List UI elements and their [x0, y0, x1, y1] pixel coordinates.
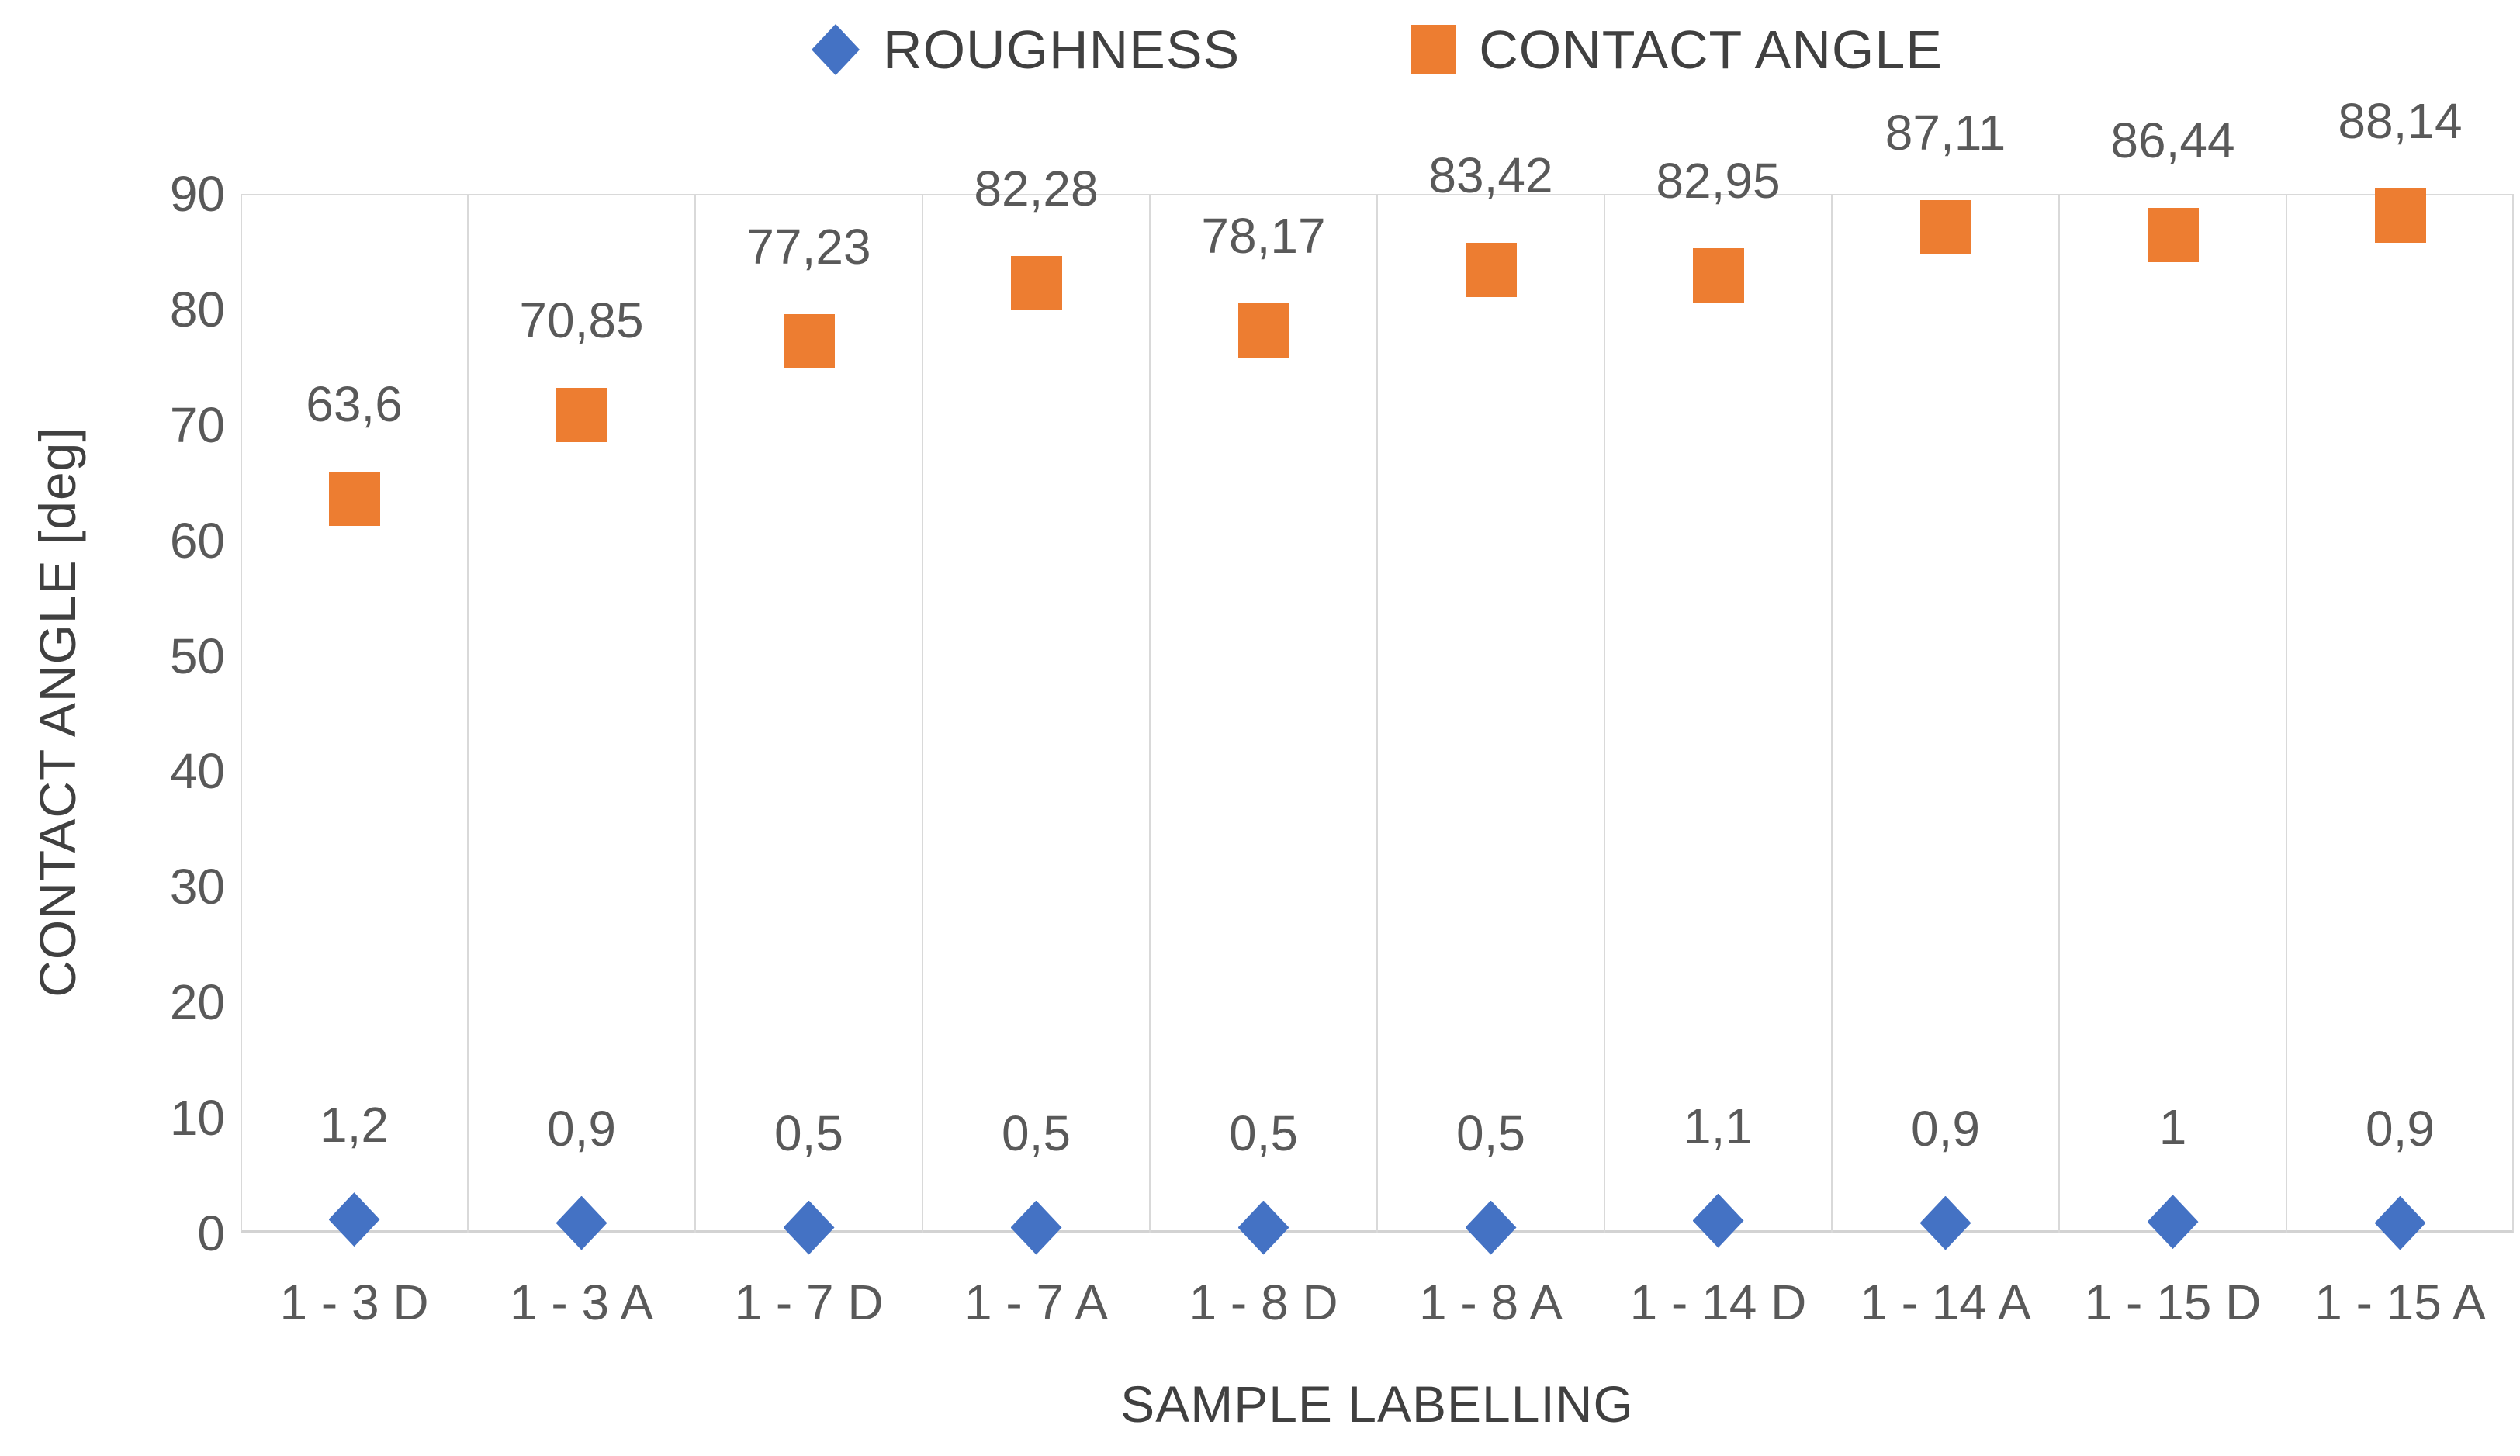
- v-gridline: [1831, 194, 1833, 1233]
- contact-angle-data-label: 78,17: [1201, 208, 1326, 265]
- y-tick-label: 40: [169, 743, 225, 800]
- contact-angle-marker: [1692, 247, 1744, 303]
- x-tick-label: 1 - 7 D: [734, 1274, 884, 1330]
- v-gridline: [2286, 194, 2287, 1233]
- v-gridline: [922, 194, 923, 1233]
- x-tick-label: 1 - 15 D: [2084, 1274, 2262, 1330]
- x-tick-label: 1 - 14 D: [1629, 1274, 1807, 1330]
- legend-label-contact-angle: CONTACT ANGLE: [1479, 19, 1943, 80]
- contact-angle-data-label: 86,44: [2110, 112, 2235, 168]
- x-tick-label: 1 - 14 A: [1860, 1274, 2031, 1330]
- v-gridline: [2058, 194, 2060, 1233]
- legend-label-roughness: ROUGHNESS: [883, 19, 1241, 80]
- contact-angle-marker: [1465, 242, 1517, 297]
- x-tick-label: 1 - 7 A: [964, 1274, 1108, 1330]
- contact-angle-data-label: 82,28: [974, 160, 1099, 216]
- contact-angle-data-label: 70,85: [519, 292, 644, 349]
- contact-angle-data-label: 82,95: [1656, 152, 1781, 209]
- legend-item-roughness: ROUGHNESS: [812, 19, 1240, 81]
- contact-angle-data-label: 63,6: [306, 376, 403, 433]
- contact-angle-marker: [556, 388, 608, 443]
- contact-angle-data-label: 83,42: [1428, 147, 1553, 203]
- legend-item-contact-angle: CONTACT ANGLE: [1411, 19, 1943, 81]
- x-tick-label: 1 - 8 A: [1419, 1274, 1563, 1330]
- roughness-data-label: 0,9: [2366, 1100, 2435, 1157]
- legend: ROUGHNESS CONTACT ANGLE: [241, 11, 2514, 88]
- roughness-data-label: 0,5: [1229, 1105, 1298, 1161]
- x-tick-label: 1 - 3 A: [510, 1274, 653, 1330]
- v-gridline: [467, 194, 469, 1233]
- v-gridline: [1376, 194, 1378, 1233]
- contact-angle-data-label: 87,11: [1885, 105, 2006, 161]
- roughness-data-label: 0,5: [1002, 1105, 1071, 1161]
- contact-angle-marker: [2374, 188, 2426, 243]
- contact-angle-marker: [1919, 200, 1971, 255]
- y-tick-label: 90: [169, 166, 225, 222]
- y-tick-label: 20: [169, 974, 225, 1031]
- y-tick-label: 50: [169, 628, 225, 684]
- y-tick-label: 80: [169, 281, 225, 337]
- y-tick-label: 0: [197, 1205, 225, 1261]
- contact-angle-marker: [783, 314, 835, 369]
- x-tick-label: 1 - 3 D: [279, 1274, 429, 1330]
- roughness-data-label: 0,9: [1911, 1100, 1980, 1157]
- roughness-data-label: 0,5: [774, 1105, 843, 1161]
- contact-angle-marker: [1010, 255, 1062, 310]
- roughness-data-label: 1: [2158, 1099, 2187, 1156]
- roughness-data-label: 1,2: [320, 1097, 389, 1153]
- v-gridline: [1149, 194, 1151, 1233]
- diamond-icon: [812, 24, 860, 75]
- roughness-data-label: 0,9: [547, 1100, 616, 1157]
- x-tick-label: 1 - 8 D: [1189, 1274, 1338, 1330]
- contact-angle-data-label: 88,14: [2338, 92, 2463, 149]
- y-tick-label: 70: [169, 396, 225, 453]
- square-icon: [1411, 25, 1456, 74]
- roughness-data-label: 0,5: [1456, 1105, 1525, 1161]
- v-gridline: [694, 194, 696, 1233]
- contact-angle-data-label: 77,23: [746, 219, 871, 275]
- y-tick-label: 30: [169, 859, 225, 915]
- x-tick-label: 1 - 15 A: [2314, 1274, 2486, 1330]
- y-tick-label: 10: [169, 1090, 225, 1146]
- v-gridline: [1604, 194, 1605, 1233]
- x-axis-title: SAMPLE LABELLING: [1120, 1375, 1634, 1433]
- contact-angle-marker: [1238, 303, 1289, 358]
- roughness-data-label: 1,1: [1684, 1098, 1753, 1154]
- y-tick-label: 60: [169, 512, 225, 569]
- contact-angle-marker: [2147, 208, 2199, 262]
- contact-angle-marker: [328, 472, 380, 527]
